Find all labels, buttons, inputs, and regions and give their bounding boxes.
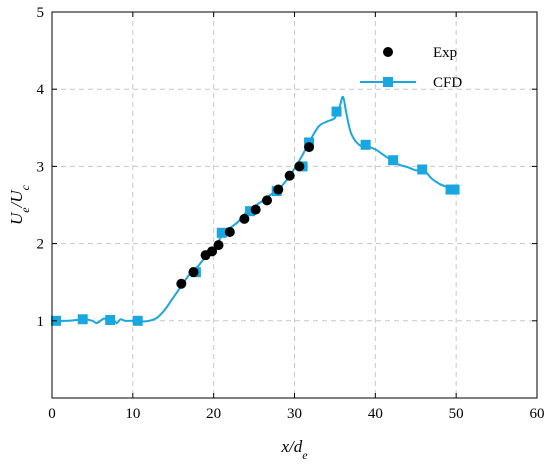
y-tick-label: 1 <box>37 314 45 330</box>
exp-point <box>207 246 218 257</box>
legend-cfd-label: CFD <box>433 75 462 91</box>
y-axis-title-main: U <box>7 211 26 225</box>
exp-point <box>262 195 273 206</box>
legend: Exp CFD <box>360 45 462 91</box>
cfd-marker <box>105 315 116 326</box>
legend-cfd-marker <box>383 77 393 87</box>
y-tick-label: 4 <box>37 82 45 98</box>
x-tick-label: 20 <box>206 406 221 422</box>
y-axis-title-sep: /U <box>7 189 26 209</box>
exp-point <box>284 170 295 181</box>
x-axis-title: x/de <box>280 437 308 462</box>
exp-point <box>188 267 199 278</box>
cfd-marker <box>331 106 342 117</box>
y-tick-label: 5 <box>37 5 45 21</box>
exp-point <box>250 204 261 215</box>
cfd-marker <box>360 139 371 150</box>
exp-point <box>213 240 224 251</box>
exp-point <box>239 213 250 224</box>
y-axis-title: Ue/Uc <box>7 184 32 225</box>
x-tick-label: 60 <box>530 406 545 422</box>
x-tick-label: 0 <box>48 406 56 422</box>
x-tick-label: 40 <box>368 406 383 422</box>
tick-layer: 0 10 20 30 40 50 60 1 2 3 4 5 <box>37 5 545 422</box>
cfd-marker <box>77 314 88 325</box>
exp-point <box>294 161 305 172</box>
y-tick-label: 3 <box>37 159 45 175</box>
y-tick-label: 2 <box>37 237 45 253</box>
series-layer <box>51 95 460 326</box>
y-axis-title-sub2: c <box>18 184 32 190</box>
legend-exp-label: Exp <box>433 45 457 61</box>
x-tick-label: 30 <box>287 406 302 422</box>
x-axis-title-main: x/d <box>280 437 302 456</box>
exp-point <box>273 184 284 195</box>
exp-point <box>224 227 235 238</box>
exp-point <box>176 278 187 289</box>
cfd-marker <box>417 164 428 175</box>
cfd-marker <box>216 227 227 238</box>
cfd-marker <box>388 155 399 166</box>
cfd-marker <box>449 184 460 195</box>
cfd-marker <box>245 206 256 217</box>
x-tick-label: 50 <box>449 406 464 422</box>
grid <box>52 12 537 398</box>
y-axis-title-sub1: e <box>18 207 32 213</box>
exp-point <box>304 142 315 153</box>
cfd-marker <box>132 315 143 326</box>
legend-exp-marker <box>383 47 393 57</box>
x-axis-title-sub: e <box>302 448 308 462</box>
x-tick-label: 10 <box>125 406 140 422</box>
